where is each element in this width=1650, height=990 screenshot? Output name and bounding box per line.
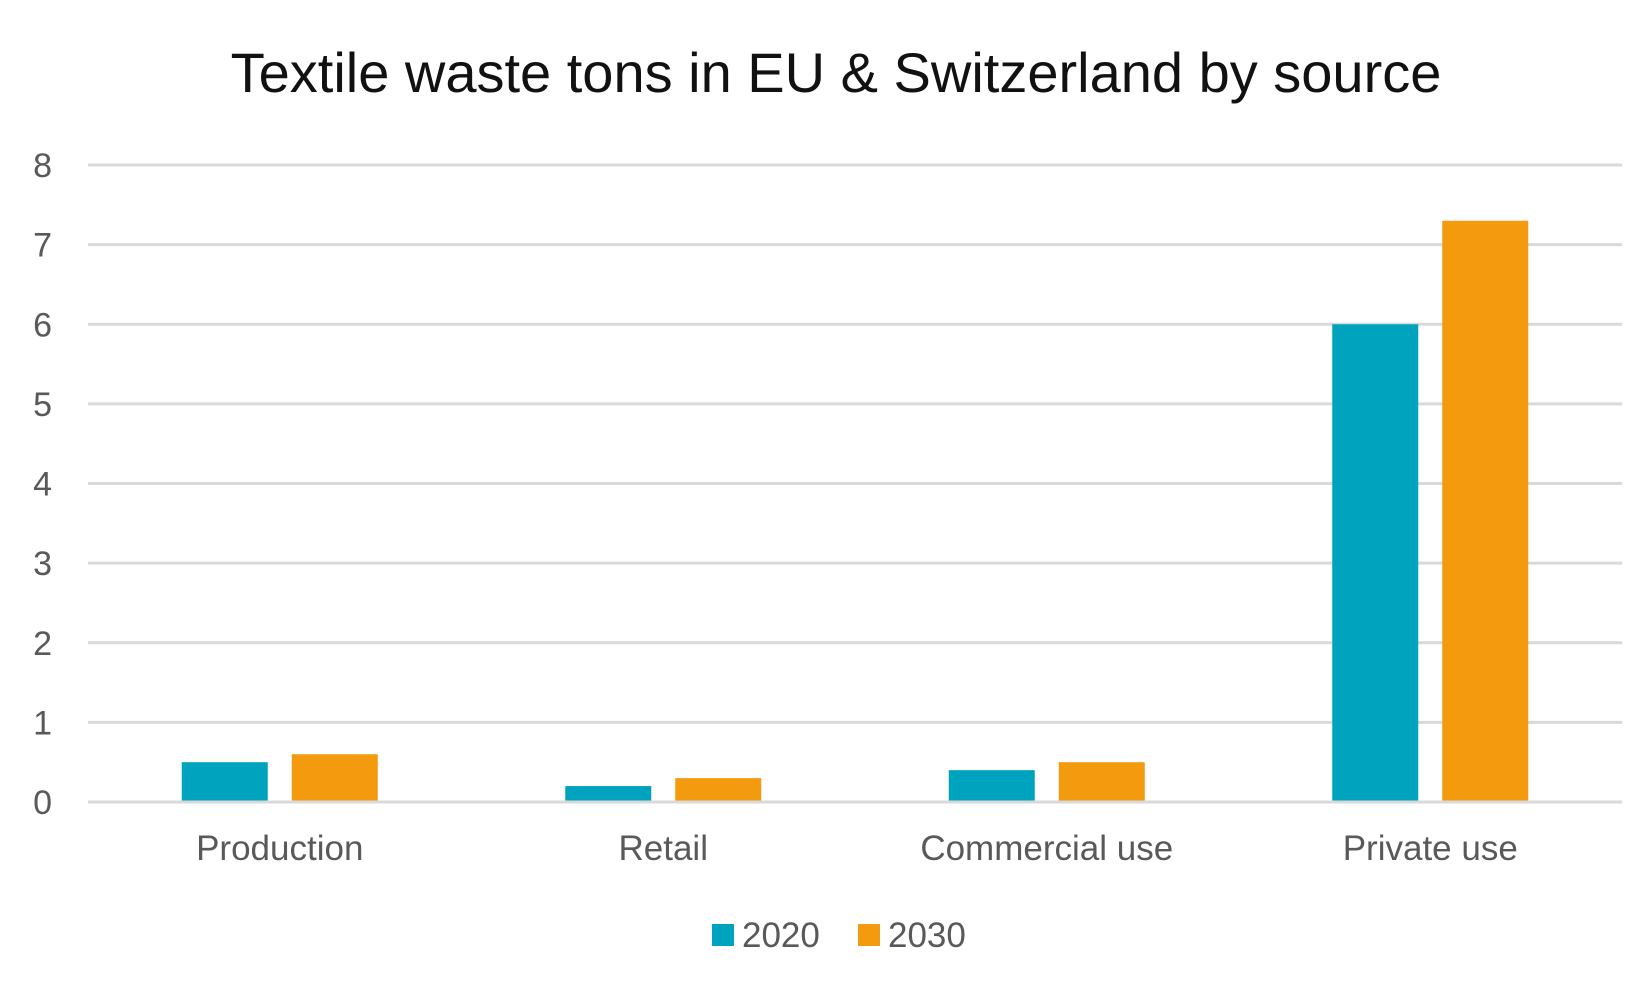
gridlines — [88, 163, 1622, 804]
x-category-label: Production — [196, 829, 363, 868]
legend: 2020 2030 — [712, 916, 966, 955]
y-tick-label: 3 — [33, 545, 52, 583]
y-tick-label: 8 — [33, 147, 52, 185]
x-category-label: Retail — [619, 829, 708, 868]
legend-label-2030: 2030 — [888, 916, 966, 955]
bar-2020-production — [181, 762, 268, 801]
y-tick-label: 0 — [33, 784, 52, 822]
bar-2030-production — [291, 754, 378, 801]
x-category-label: Private use — [1343, 829, 1518, 868]
bar-2020-commercial-use — [948, 770, 1035, 801]
x-axis-categories: Production Retail Commercial use Private us… — [196, 829, 1518, 868]
y-tick-label: 4 — [33, 466, 52, 504]
chart-title: Textile waste tons in EU & Switzerland b… — [231, 41, 1442, 104]
bar-2030-private-use — [1442, 220, 1529, 801]
bar-2030-commercial-use — [1058, 762, 1145, 801]
x-category-label: Commercial use — [920, 829, 1173, 868]
y-tick-label: 5 — [33, 386, 52, 424]
legend-swatch-2020 — [712, 924, 734, 946]
y-tick-label: 7 — [33, 227, 52, 265]
bars — [181, 220, 1529, 801]
legend-label-2020: 2020 — [742, 916, 820, 955]
bar-2020-retail — [565, 786, 652, 801]
bar-2030-retail — [675, 778, 762, 801]
y-tick-label: 6 — [33, 306, 52, 344]
bar-2020-private-use — [1332, 324, 1419, 801]
y-tick-label: 1 — [33, 704, 52, 742]
y-tick-label: 2 — [33, 625, 52, 663]
legend-swatch-2030 — [858, 924, 880, 946]
y-axis-ticks: 0 1 2 3 4 5 6 7 8 — [33, 147, 52, 822]
